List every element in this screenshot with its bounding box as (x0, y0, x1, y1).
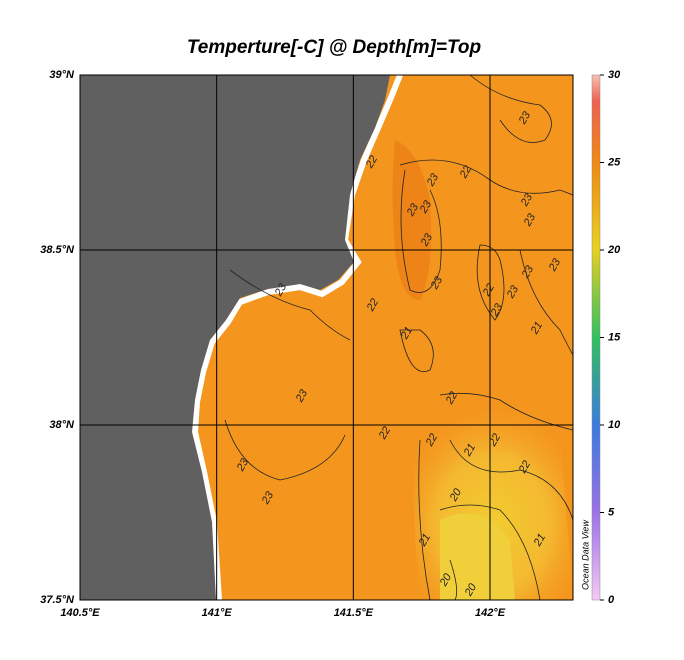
contour-label: 22 (486, 432, 503, 449)
lat-tick-label: 38.5°N (40, 244, 75, 256)
lat-tick-label: 37.5°N (40, 594, 75, 606)
contour-line (439, 392, 574, 431)
lat-tick-label: 39°N (49, 69, 75, 81)
contour-label: 22 (443, 390, 460, 407)
contour-line (400, 169, 442, 293)
contour-line (399, 329, 434, 372)
map-title: Temperture[-C] @ Depth[m]=Top (187, 37, 481, 58)
lon-tick-label: 141.5°E (334, 607, 374, 619)
contour-label: 22 (457, 164, 474, 181)
contour-label: 22 (364, 297, 381, 314)
contour-label: 22 (423, 432, 440, 449)
map-area (80, 73, 574, 601)
cool-core (440, 513, 515, 600)
contour-label: 21 (398, 325, 415, 342)
contour-label: 22 (376, 425, 393, 442)
contour-label: 22 (480, 282, 497, 299)
watermark: Ocean Data View (580, 520, 590, 590)
colorbar-tick-label: 10 (608, 419, 621, 431)
colorbar-tick-label: 30 (608, 69, 621, 81)
colorbar-tick-label: 0 (608, 594, 615, 606)
contour-line (418, 439, 574, 601)
map-frame (79, 74, 574, 601)
land (80, 75, 390, 600)
lon-tick-label: 141°E (202, 607, 233, 619)
contour-label: 21 (461, 442, 478, 459)
contour-label: 22 (363, 154, 380, 171)
contour-label: 21 (416, 532, 433, 549)
colorbar-tick-label: 25 (607, 156, 621, 168)
contour-line (229, 269, 351, 341)
lon-tick-label: 140.5°E (60, 607, 100, 619)
colorbar-tick-label: 15 (608, 331, 621, 343)
contour-line (519, 249, 574, 356)
contour-label: 21 (531, 532, 548, 549)
contour-label: 22 (516, 459, 533, 476)
coast-gap (191, 73, 403, 601)
colorbar-tick-label: 5 (608, 506, 615, 518)
contour-label: 21 (528, 320, 545, 337)
colorbar-tick-label: 20 (607, 244, 621, 256)
contour-line (439, 504, 541, 601)
lon-tick-label: 142°E (475, 607, 506, 619)
contour-line (469, 74, 552, 143)
lat-tick-label: 38°N (49, 419, 75, 431)
contour-line (224, 419, 346, 481)
colorbar (591, 74, 601, 601)
warm-patch (392, 140, 432, 300)
